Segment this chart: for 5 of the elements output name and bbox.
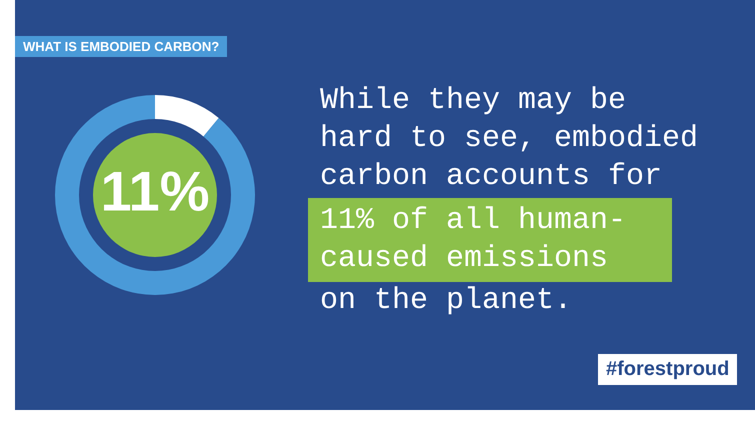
text: While they may be hard to see, embodied carbon accounts for — [320, 83, 700, 196]
chart-title: WHAT IS EMBODIED CARBON? — [15, 36, 228, 57]
text: #forestproud — [598, 354, 738, 385]
text: on the planet. — [320, 283, 574, 320]
data-label: 11% — [100, 159, 210, 222]
